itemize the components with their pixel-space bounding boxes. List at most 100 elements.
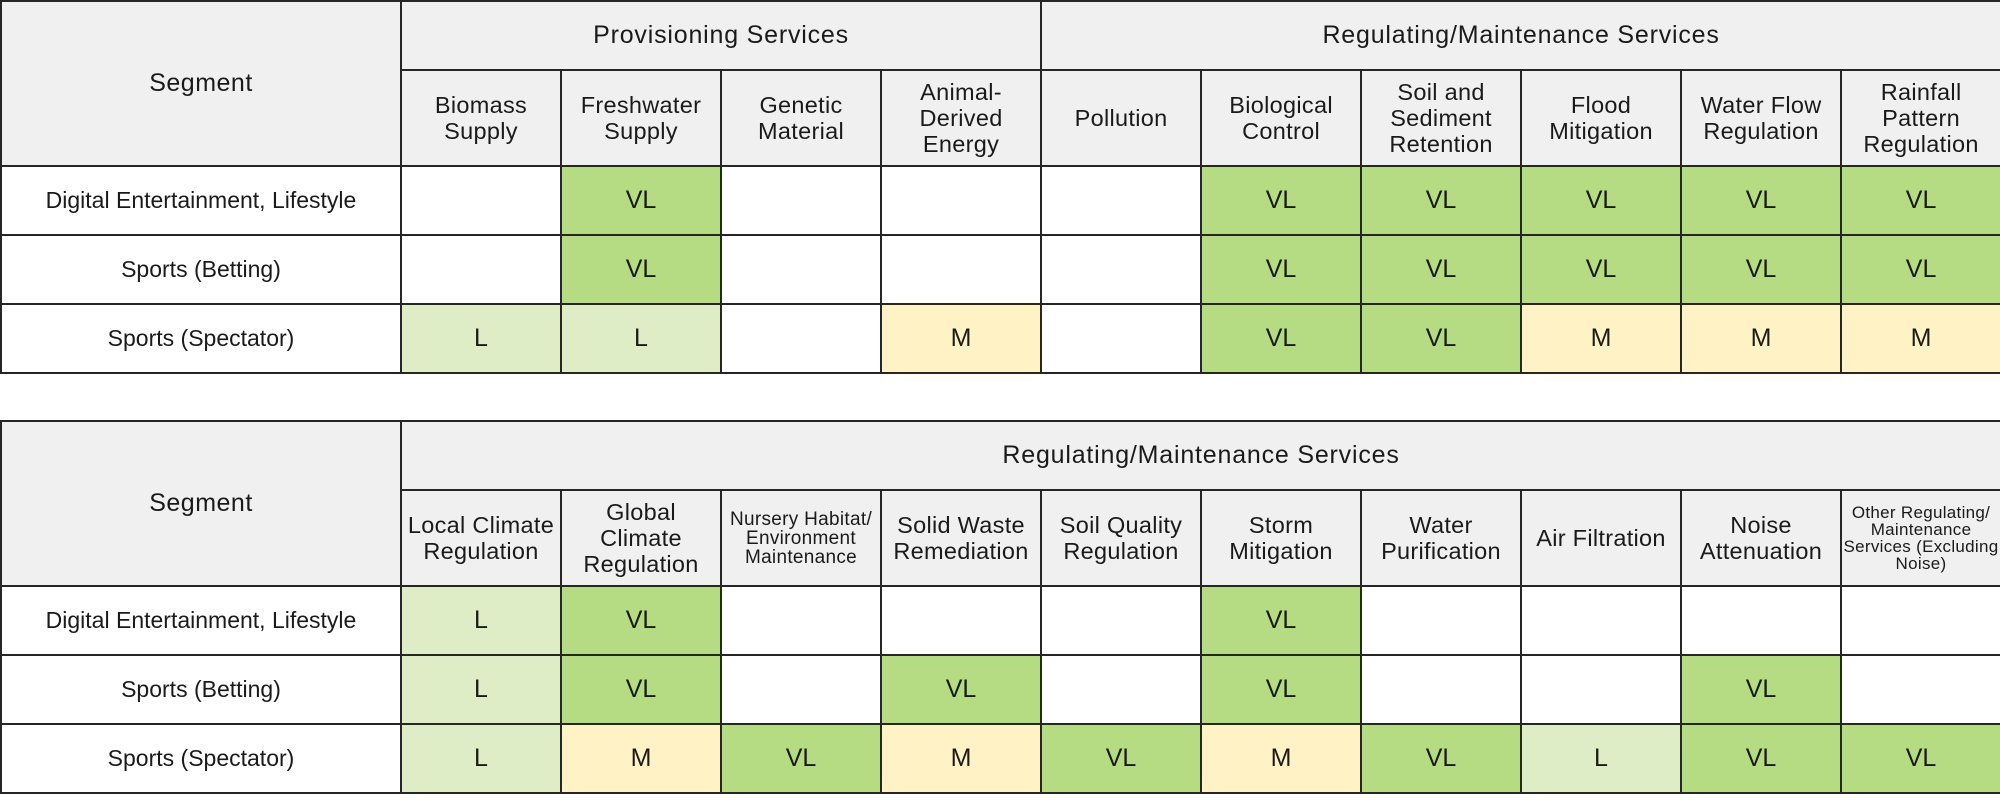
table-row: Digital Entertainment, Lifestyle VL VL V… — [0, 165, 2000, 236]
rating-cell: VL — [1680, 165, 1843, 236]
segment-header: Segment — [0, 420, 402, 587]
rating-cell: VL — [1200, 585, 1362, 656]
rating-cell: VL — [1360, 234, 1523, 305]
group-header-row: Segment Regulating/Maintenance Services — [0, 420, 2000, 587]
rating-cell: M — [560, 723, 722, 794]
rating-cell: VL — [1840, 234, 2000, 305]
rating-cell — [720, 303, 882, 374]
column-header: Animal-Derived Energy — [879, 69, 1043, 167]
rating-cell: VL — [560, 165, 722, 236]
column-header: Pollution — [1040, 69, 1203, 167]
rating-cell: VL — [1520, 165, 1683, 236]
rating-cell: VL — [560, 234, 722, 305]
column-header: Nursery Habitat/ Environment Maintenance — [720, 489, 882, 587]
column-header: Water Purification — [1360, 489, 1522, 587]
rating-cell: VL — [1360, 723, 1522, 794]
rating-cell — [720, 234, 882, 305]
column-header: Freshwater Supply — [560, 69, 722, 167]
rating-cell — [1520, 585, 1682, 656]
column-header: Rainfall Pattern Regulation — [1840, 69, 2000, 167]
column-header: Other Regulating/ Maintenance Services (… — [1839, 489, 2000, 587]
column-header: Soil Quality Regulation — [1040, 489, 1202, 587]
rating-cell: M — [1680, 303, 1843, 374]
rating-cell: VL — [1520, 234, 1683, 305]
rating-cell: VL — [1040, 723, 1202, 794]
rating-cell: M — [1520, 303, 1683, 374]
rating-cell: VL — [1200, 165, 1363, 236]
group-header-row: Segment Provisioning Services Regulating… — [0, 0, 2000, 167]
group-header-regulating: Regulating/Maintenance Services — [1040, 0, 2000, 71]
column-header: Noise Attenuation — [1680, 489, 1842, 587]
rating-cell: VL — [1680, 654, 1842, 725]
table-row: Sports (Betting) L VL VL VL VL — [0, 654, 2000, 725]
rating-cell — [1360, 654, 1522, 725]
rating-cell: L — [400, 585, 562, 656]
segment-label: Sports (Betting) — [0, 654, 402, 725]
table-row: Sports (Spectator) L M VL M VL M VL L VL… — [0, 723, 2000, 794]
rating-cell: VL — [1680, 234, 1843, 305]
rating-cell: VL — [560, 585, 722, 656]
column-header: Genetic Material — [720, 69, 882, 167]
rating-cell: VL — [880, 654, 1042, 725]
group-header-regulating: Regulating/Maintenance Services — [399, 420, 2000, 491]
rating-cell — [720, 165, 882, 236]
rating-cell — [400, 165, 562, 236]
column-header: Flood Mitigation — [1520, 69, 1683, 167]
segment-label: Sports (Spectator) — [0, 723, 402, 794]
column-header: Biomass Supply — [400, 69, 562, 167]
rating-cell: L — [1520, 723, 1682, 794]
rating-cell — [1040, 585, 1202, 656]
rating-cell — [720, 585, 882, 656]
impact-table-1: Segment Provisioning Services Regulating… — [0, 0, 2000, 374]
segment-label: Digital Entertainment, Lifestyle — [0, 165, 402, 236]
segment-header: Segment — [0, 0, 402, 167]
rating-cell: VL — [1200, 234, 1363, 305]
rating-cell — [1040, 165, 1203, 236]
segment-label: Digital Entertainment, Lifestyle — [0, 585, 402, 656]
segment-label: Sports (Spectator) — [0, 303, 402, 374]
rating-cell — [1040, 303, 1203, 374]
rating-cell — [1839, 585, 2000, 656]
rating-cell — [1520, 654, 1682, 725]
rating-cell — [720, 654, 882, 725]
column-header: Local Climate Regulation — [400, 489, 562, 587]
rating-cell: VL — [560, 654, 722, 725]
rating-cell — [1360, 585, 1522, 656]
rating-cell: M — [1840, 303, 2000, 374]
column-header: Biological Control — [1200, 69, 1363, 167]
rating-cell: VL — [1840, 165, 2000, 236]
rating-cell: L — [560, 303, 722, 374]
impact-table-2: Segment Regulating/Maintenance Services … — [0, 420, 2000, 794]
column-header: Solid Waste Remediation — [880, 489, 1042, 587]
rating-cell: VL — [1200, 303, 1363, 374]
column-header: Storm Mitigation — [1200, 489, 1362, 587]
rating-cell — [880, 585, 1042, 656]
rating-cell: L — [400, 723, 562, 794]
table-row: Sports (Betting) VL VL VL VL VL VL — [0, 234, 2000, 305]
rating-cell: M — [880, 723, 1042, 794]
rating-cell — [879, 165, 1043, 236]
rating-cell: L — [400, 303, 562, 374]
rating-cell — [1839, 654, 2000, 725]
column-header-row: Biomass Supply Freshwater Supply Genetic… — [1, 69, 2000, 167]
rating-cell — [400, 234, 562, 305]
rating-cell: VL — [1360, 303, 1523, 374]
rating-cell — [879, 234, 1043, 305]
rating-cell — [1040, 654, 1202, 725]
rating-cell: M — [1200, 723, 1362, 794]
rating-cell — [1040, 234, 1203, 305]
column-header: Air Filtration — [1520, 489, 1682, 587]
group-header-provisioning: Provisioning Services — [399, 0, 1043, 71]
rating-cell: VL — [1200, 654, 1362, 725]
column-header: Soil and Sediment Retention — [1360, 69, 1523, 167]
rating-cell: L — [400, 654, 562, 725]
rating-cell: M — [879, 303, 1043, 374]
rating-cell — [1680, 585, 1842, 656]
rating-cell: VL — [1680, 723, 1842, 794]
column-header-row: Local Climate Regulation Global Climate … — [1, 489, 2000, 587]
column-header: Water Flow Regulation — [1680, 69, 1843, 167]
segment-label: Sports (Betting) — [0, 234, 402, 305]
rating-cell: VL — [720, 723, 882, 794]
column-header: Global Climate Regulation — [560, 489, 722, 587]
rating-cell: VL — [1839, 723, 2000, 794]
